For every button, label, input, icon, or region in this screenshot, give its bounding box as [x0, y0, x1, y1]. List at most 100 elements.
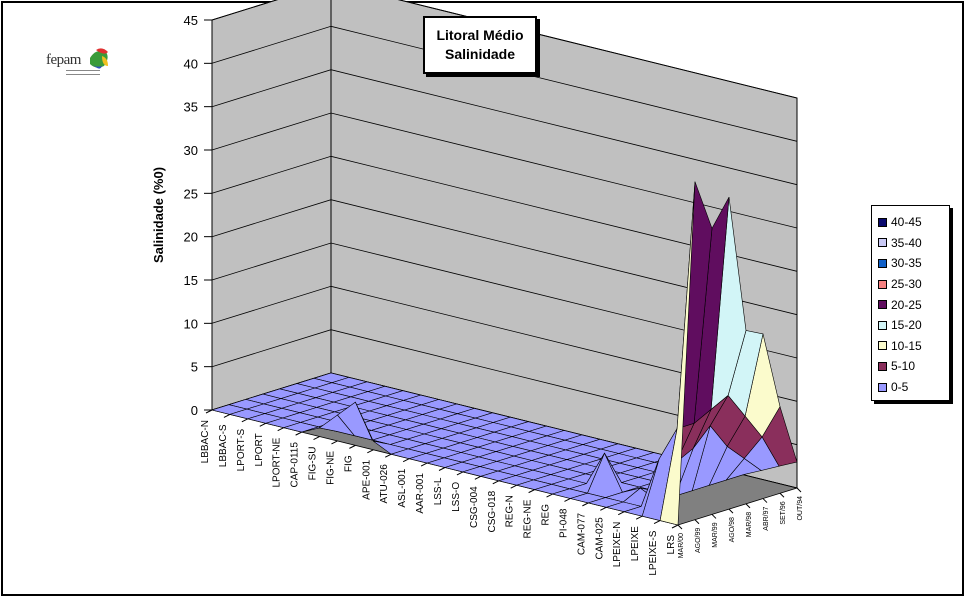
depth-tick [762, 498, 768, 503]
legend-swatch [878, 279, 887, 289]
station-label: CAM-025 [594, 517, 605, 560]
z-tick-label: 25 [184, 186, 198, 201]
station-label: LSS-O [451, 482, 462, 512]
legend-swatch [878, 341, 887, 351]
x-tick [223, 413, 231, 418]
depth-tick [745, 503, 751, 509]
x-tick [671, 524, 679, 529]
depth-tick [728, 508, 734, 514]
gridline-45 [211, 0, 798, 99]
campaign-label: SET/96 [780, 501, 787, 524]
x-tick [349, 444, 356, 449]
legend-label: 25-30 [891, 277, 922, 292]
z-tick-label: 0 [191, 403, 198, 418]
x-tick [438, 467, 446, 471]
campaign-label: OUT/94 [797, 496, 804, 521]
z-tick-label: 5 [191, 360, 198, 375]
legend-swatch [878, 238, 887, 248]
station-label: ASL-001 [397, 468, 408, 507]
station-label: AAR-001 [415, 473, 426, 514]
station-label: APE-001 [361, 459, 372, 499]
legend-label: 30-35 [891, 256, 922, 271]
x-tick [492, 480, 499, 485]
campaign-label: MAR/00 [678, 533, 685, 558]
legend-swatch [878, 300, 887, 310]
x-tick [653, 520, 661, 525]
chart-title-box: Litoral Médio Salinidade [423, 16, 537, 74]
x-tick [510, 484, 517, 489]
legend-swatch [878, 258, 887, 268]
z-tick-label: 20 [184, 230, 198, 245]
station-label: LPEIXE [630, 526, 641, 561]
x-tick [618, 511, 625, 516]
x-tick [528, 489, 535, 494]
z-tick-label: 35 [184, 100, 198, 115]
y-axis-label: Salinidade (%0) [151, 167, 166, 263]
campaign-label: AGO/98 [729, 517, 736, 542]
station-label: REG-N [505, 495, 516, 527]
station-label: CSG-018 [487, 490, 498, 532]
legend-swatch [878, 320, 887, 330]
logo-subtext [66, 70, 100, 75]
x-tick [385, 453, 392, 458]
legend-swatch [878, 217, 887, 227]
surface [210, 181, 798, 526]
z-tick-label: 45 [184, 13, 198, 28]
x-tick [456, 471, 464, 476]
x-tick [402, 458, 410, 463]
x-tick [474, 475, 482, 480]
depth-tick [796, 487, 802, 493]
campaign-label: ABR/97 [763, 506, 770, 530]
legend-label: 0-5 [891, 380, 909, 395]
station-label: LPEIXE-N [612, 522, 623, 568]
z-tick-label: 10 [184, 316, 198, 331]
station-label: ATU-026 [379, 464, 390, 504]
x-tick [331, 440, 338, 445]
legend-label: 20-25 [891, 297, 922, 312]
z-tick-label: 30 [184, 143, 198, 158]
logo-text: fepam [46, 52, 81, 68]
z-tick-label: 15 [184, 273, 198, 288]
station-label: PI-048 [559, 508, 570, 538]
station-label: LPORT-S [236, 428, 247, 471]
legend-label: 35-40 [891, 235, 922, 250]
station-label: LBBAC-S [218, 424, 229, 467]
x-tick [313, 436, 320, 440]
legend-swatch [878, 361, 887, 371]
campaign-label: MAR/99 [712, 522, 719, 547]
x-tick [367, 449, 374, 454]
station-label: FIG-SU [308, 447, 319, 481]
station-label: REG [541, 504, 552, 526]
legend-label: 10-15 [891, 338, 922, 353]
logo-icon [90, 48, 108, 69]
depth-tick [779, 492, 785, 498]
station-label: CAP-0115 [290, 442, 301, 488]
chart-subtitle: Salinidade [444, 46, 516, 62]
legend-item: 30-35 [878, 253, 949, 274]
station-label: LBBAC-N [200, 420, 211, 463]
x-tick [600, 506, 607, 511]
z-tick-label: 40 [184, 56, 198, 71]
legend-swatch [878, 382, 887, 392]
depth-tick [694, 519, 700, 525]
depth-tick [677, 524, 683, 530]
legend-item: 25-30 [878, 274, 949, 295]
legend-item: 0-5 [878, 377, 949, 398]
legend: 40-45 35-40 30-35 25-30 20-25 15-20 10-15 5-10 0… [871, 205, 950, 401]
x-tick [420, 462, 428, 467]
campaign-label: AGO/99 [695, 528, 702, 553]
fepam-logo: fepam [44, 44, 114, 80]
legend-label: 15-20 [891, 318, 922, 333]
legend-item: 10-15 [878, 336, 949, 357]
x-tick [295, 431, 302, 436]
legend-label: 40-45 [891, 215, 922, 230]
campaign-label: MAR/98 [746, 512, 753, 537]
x-tick [564, 498, 571, 502]
x-tick [241, 418, 249, 423]
station-label: LSS-L [433, 477, 444, 505]
station-label: REG-NE [523, 499, 534, 538]
station-label: FIG [343, 455, 354, 472]
x-tick [259, 422, 266, 427]
x-tick [582, 502, 589, 507]
